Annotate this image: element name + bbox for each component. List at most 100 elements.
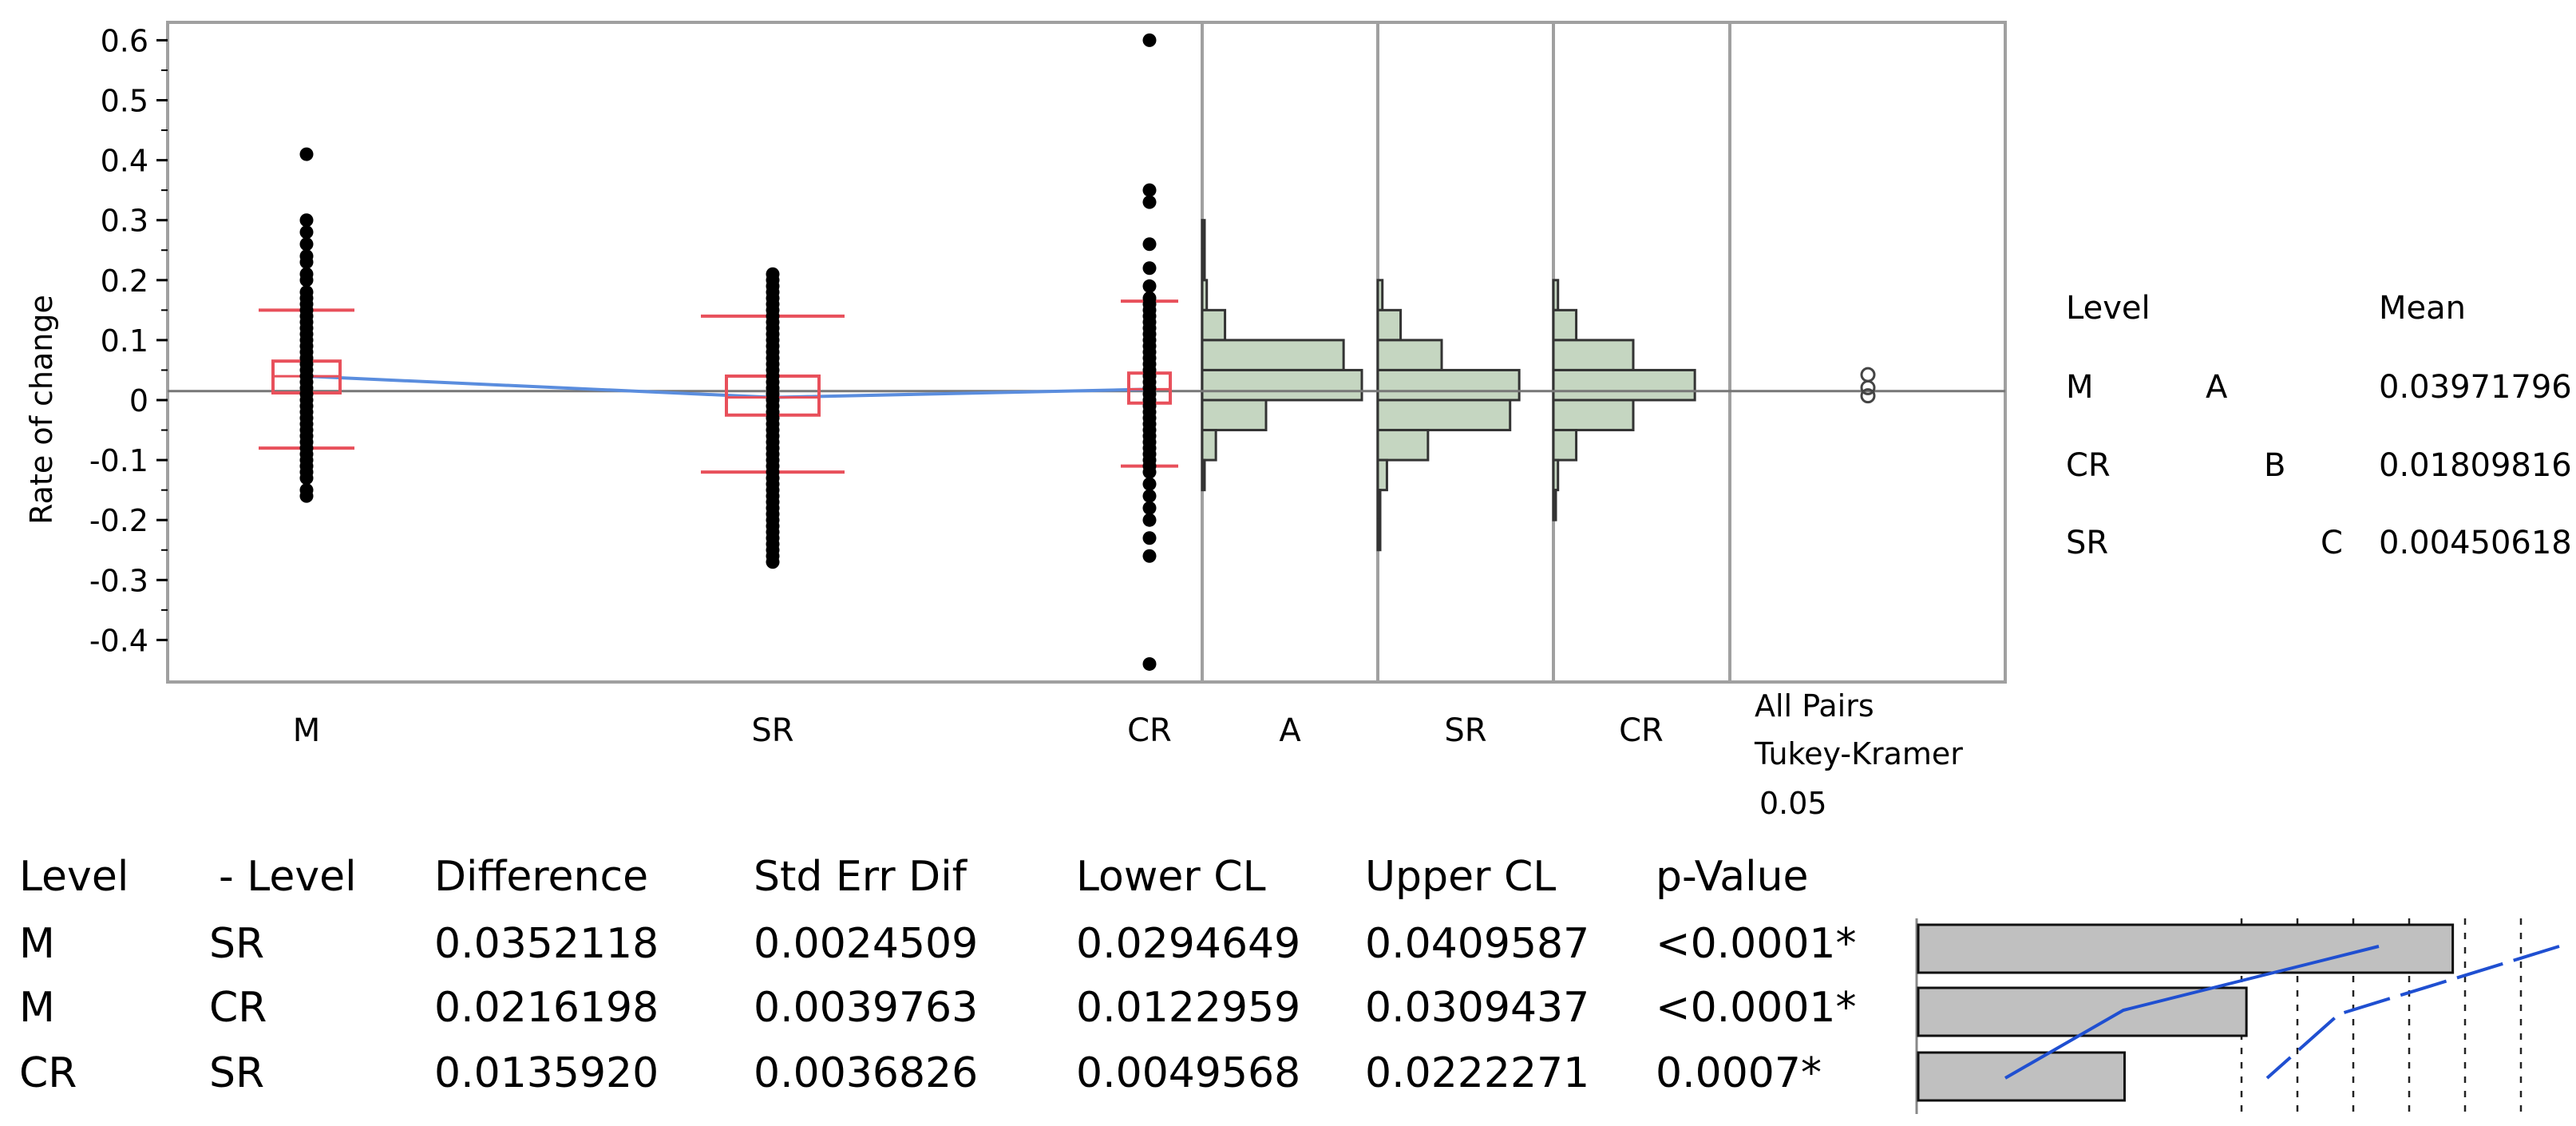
- y-tick-label: -0.4: [89, 623, 148, 658]
- od-cell-std-err: 0.0024509: [754, 920, 979, 968]
- data-point: [1142, 33, 1157, 47]
- y-tick-label: 0.2: [101, 264, 148, 299]
- histogram-bar: [1201, 219, 1206, 252]
- data-point: [299, 255, 314, 269]
- y-tick-label: 0.1: [101, 323, 148, 359]
- od-cell-upper-cl: 0.0222271: [1365, 1049, 1590, 1097]
- data-point: [299, 489, 314, 503]
- od-header-p-value: p-Value: [1656, 853, 1809, 901]
- y-tick-label: -0.1: [89, 443, 148, 478]
- cl-row-letter: A: [2206, 369, 2228, 406]
- histogram-bar: [1552, 458, 1560, 492]
- od-cell-difference: 0.0135920: [434, 1049, 659, 1097]
- data-point: [1142, 195, 1157, 209]
- cl-row-level: M: [2066, 369, 2094, 406]
- cl-row-level: CR: [2066, 447, 2111, 484]
- comparison-circle: [1860, 379, 1876, 395]
- od-cell-minus-level: SR: [209, 1049, 265, 1097]
- y-tick-label: 0.5: [101, 84, 148, 119]
- comparison-title-line-1: All Pairs: [1755, 688, 1874, 724]
- od-header-level: Level: [19, 853, 129, 901]
- cl-row-mean: 0.03971796: [2379, 369, 2572, 406]
- y-tick-label: 0: [129, 383, 148, 418]
- od-cell-std-err: 0.0039763: [754, 984, 979, 1032]
- od-header-difference: Difference: [434, 853, 649, 901]
- cl-row-letter: B: [2264, 447, 2286, 484]
- x-category-label: CR: [1127, 712, 1172, 749]
- difference-bar: [1917, 986, 2248, 1037]
- histogram-bar: [1376, 458, 1388, 492]
- histogram-bar: [1552, 368, 1696, 402]
- histogram-bar: [1552, 308, 1578, 342]
- data-point: [299, 225, 314, 240]
- cl-header-mean: Mean: [2379, 290, 2466, 327]
- histogram-bar: [1376, 308, 1403, 342]
- ci-upper-line: [2265, 945, 2560, 1080]
- histogram-bar: [1552, 339, 1635, 371]
- od-cell-p-value: <0.0001*: [1656, 984, 1857, 1032]
- histogram-bar: [1201, 339, 1345, 371]
- histogram-label: SR: [1444, 712, 1486, 749]
- histogram-bar: [1376, 368, 1521, 402]
- data-point: [1142, 465, 1157, 479]
- y-tick-label: -0.2: [89, 503, 148, 538]
- data-point: [1142, 279, 1157, 293]
- histogram-bar: [1376, 489, 1382, 521]
- od-header-upper-cl: Upper CL: [1365, 853, 1557, 901]
- histogram-bar: [1201, 308, 1227, 342]
- cl-row-mean: 0.01809816: [2379, 447, 2572, 484]
- od-cell-p-value: <0.0001*: [1656, 920, 1857, 968]
- comparison-title-line-3: 0.05: [1759, 786, 1827, 821]
- od-cell-level: CR: [19, 1049, 77, 1097]
- data-point: [1142, 531, 1157, 545]
- comparison-circle: [1860, 388, 1876, 404]
- y-tick-label: 0.6: [101, 23, 148, 58]
- od-cell-minus-level: CR: [209, 984, 267, 1032]
- histogram-bar: [1376, 279, 1384, 311]
- data-point: [1142, 237, 1157, 252]
- data-point: [1142, 183, 1157, 197]
- histogram-label: A: [1279, 712, 1301, 749]
- cl-row-mean: 0.00450618: [2379, 525, 2572, 561]
- data-point: [1142, 489, 1157, 503]
- histogram-bar: [1552, 489, 1557, 521]
- histogram-bar: [1376, 518, 1382, 552]
- data-point: [1142, 549, 1157, 563]
- x-category-label: SR: [751, 712, 793, 749]
- cl-row-letter: C: [2321, 525, 2343, 561]
- data-point: [1142, 513, 1157, 527]
- y-tick-label: 0.3: [101, 204, 148, 239]
- histogram-bar: [1201, 368, 1363, 402]
- comparison-circle: [1860, 367, 1876, 383]
- data-point: [299, 273, 314, 287]
- histogram-bar: [1376, 339, 1443, 371]
- histogram-bar: [1201, 458, 1206, 492]
- od-header-std-err: Std Err Dif: [754, 853, 967, 901]
- data-point: [1142, 261, 1157, 276]
- ci-lower-line: [2004, 945, 2380, 1080]
- od-cell-minus-level: SR: [209, 920, 265, 968]
- od-cell-level: M: [19, 920, 55, 968]
- histogram-bar: [1376, 429, 1430, 462]
- od-cell-lower-cl: 0.0122959: [1076, 984, 1301, 1032]
- od-cell-difference: 0.0216198: [434, 984, 659, 1032]
- od-cell-lower-cl: 0.0294649: [1076, 920, 1301, 968]
- data-point: [299, 213, 314, 228]
- od-cell-difference: 0.0352118: [434, 920, 659, 968]
- y-tick-label: 0.4: [101, 144, 148, 179]
- y-tick-label: -0.3: [89, 563, 148, 598]
- histogram-bar: [1376, 398, 1512, 432]
- data-point: [1142, 656, 1157, 671]
- histogram-bar: [1201, 429, 1217, 462]
- od-cell-lower-cl: 0.0049568: [1076, 1049, 1301, 1097]
- cl-row-level: SR: [2066, 525, 2109, 561]
- cl-header-level: Level: [2066, 290, 2151, 327]
- data-point: [766, 555, 780, 569]
- od-header-minus-level: - Level: [219, 853, 357, 901]
- histogram-bar: [1552, 429, 1578, 462]
- od-cell-std-err: 0.0036826: [754, 1049, 979, 1097]
- od-cell-level: M: [19, 984, 55, 1032]
- data-point: [299, 147, 314, 161]
- data-point: [299, 471, 314, 486]
